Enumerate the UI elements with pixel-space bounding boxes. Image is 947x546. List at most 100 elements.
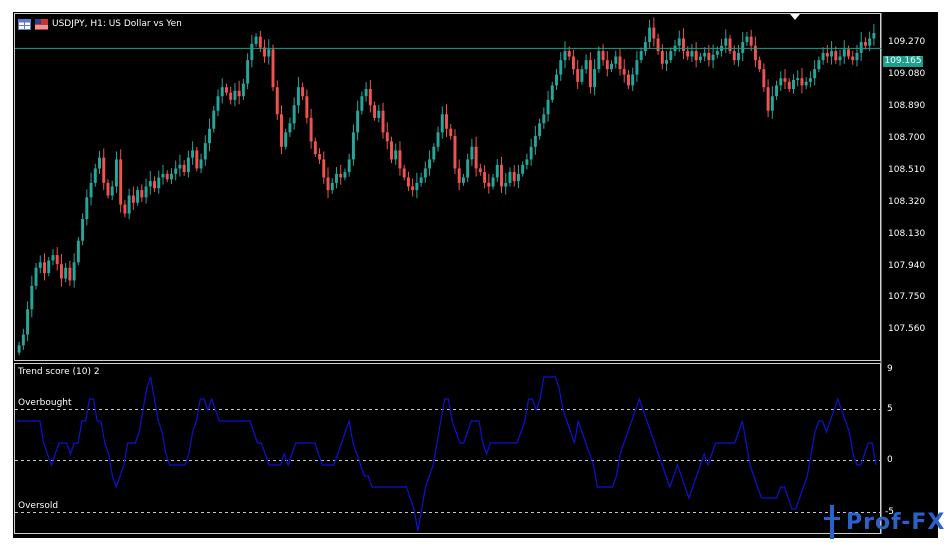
candle-body	[364, 89, 368, 97]
candle-body	[804, 81, 808, 86]
candle-body	[749, 36, 753, 46]
candle-body	[144, 186, 148, 198]
candle-body	[728, 38, 732, 52]
candle-body	[631, 74, 635, 86]
candle-body	[38, 262, 42, 268]
candle-body	[732, 51, 736, 61]
candle-body	[385, 132, 389, 142]
candle-body	[500, 164, 503, 187]
current-price-label: 109.165	[883, 56, 923, 67]
candle-body	[555, 74, 559, 86]
candle-body	[796, 78, 800, 80]
candle-body	[715, 51, 719, 55]
indicator-axis-label: 5	[887, 404, 893, 414]
candle-body	[271, 49, 275, 88]
candle-body	[279, 114, 283, 147]
candle-body	[851, 56, 855, 61]
chart-title-bar: USDJPY, H1: US Dollar vs Yen	[18, 17, 182, 31]
candle-body	[686, 51, 690, 57]
candle-body	[208, 128, 212, 144]
candle-body	[838, 56, 842, 61]
flag-icon[interactable]	[35, 18, 48, 30]
candle-body	[453, 135, 457, 169]
candle-body	[656, 38, 660, 52]
candle-body	[669, 51, 673, 61]
candle-body	[821, 52, 825, 61]
candle-body	[512, 172, 516, 182]
price-axis-label: 107.750	[888, 292, 926, 302]
candle-body	[347, 159, 351, 173]
candle-body	[834, 51, 838, 61]
candle-body	[614, 56, 618, 64]
candle-body	[665, 60, 669, 64]
candle-body	[330, 182, 334, 191]
table-icon[interactable]	[18, 18, 31, 30]
candle-body	[381, 110, 385, 133]
price-axis-label: 108.890	[888, 101, 926, 111]
indicator-axis-label: 9	[887, 364, 893, 374]
candle-body	[842, 49, 846, 57]
candle-body	[449, 128, 453, 136]
candle-body	[237, 90, 241, 97]
candle-body	[639, 51, 643, 61]
candle-body	[440, 114, 444, 133]
indicator-title: Trend score (10) 2	[18, 367, 100, 377]
candle-body	[770, 96, 774, 111]
candle-body	[246, 60, 250, 84]
candle-body	[762, 69, 766, 88]
candle-body	[373, 105, 377, 118]
candle-body	[267, 49, 271, 57]
candle-body	[707, 52, 711, 61]
candle-body	[241, 83, 245, 97]
candle-body	[292, 105, 296, 124]
candle-body	[872, 33, 876, 39]
candle-body	[81, 218, 85, 241]
candle-body	[203, 143, 207, 160]
candle-body	[229, 92, 233, 100]
candle-body	[275, 87, 279, 115]
price-axis-label: 108.700	[888, 133, 926, 143]
candle-body	[136, 190, 140, 203]
candle-body	[808, 78, 812, 82]
candle-body	[161, 173, 165, 178]
candle-body	[559, 60, 563, 75]
candle-body	[119, 159, 123, 205]
candle-body	[334, 173, 338, 183]
candle-body	[356, 110, 360, 133]
candle-body	[153, 181, 157, 189]
candle-body	[593, 69, 597, 88]
candle-body	[724, 38, 728, 46]
candle-body	[868, 38, 872, 46]
candle-body	[377, 110, 381, 118]
candle-body	[478, 168, 482, 173]
candle-body	[360, 96, 364, 111]
price-axis-label: 108.320	[888, 197, 926, 207]
candle-body	[605, 60, 609, 70]
candle-body	[698, 56, 702, 61]
candle-body	[402, 168, 406, 178]
candle-body	[51, 255, 55, 261]
candle-body	[423, 168, 427, 178]
candle-body	[487, 182, 491, 187]
trend-score-line	[17, 376, 877, 532]
candle-body	[339, 173, 343, 178]
candle-body	[529, 146, 533, 160]
candle-body	[863, 42, 867, 46]
oversold-label: Oversold	[18, 501, 59, 511]
watermark-figure-icon	[824, 505, 840, 539]
candle-body	[85, 197, 89, 219]
candle-body	[626, 74, 630, 86]
candle-body	[445, 114, 448, 129]
candle-body	[783, 78, 787, 82]
candle-body	[390, 141, 393, 160]
indicator-axis-label: 0	[887, 455, 893, 465]
candle-body	[26, 309, 30, 335]
candle-body	[343, 172, 347, 178]
chart-shift-marker[interactable]	[790, 14, 800, 20]
candle-body	[741, 42, 745, 53]
candle-body	[550, 85, 554, 100]
candle-body	[622, 69, 626, 75]
candle-body	[457, 168, 461, 183]
indicator-axis-label: -5	[885, 507, 894, 517]
chart-symbol-title: USDJPY, H1: US Dollar vs Yen	[52, 19, 182, 29]
